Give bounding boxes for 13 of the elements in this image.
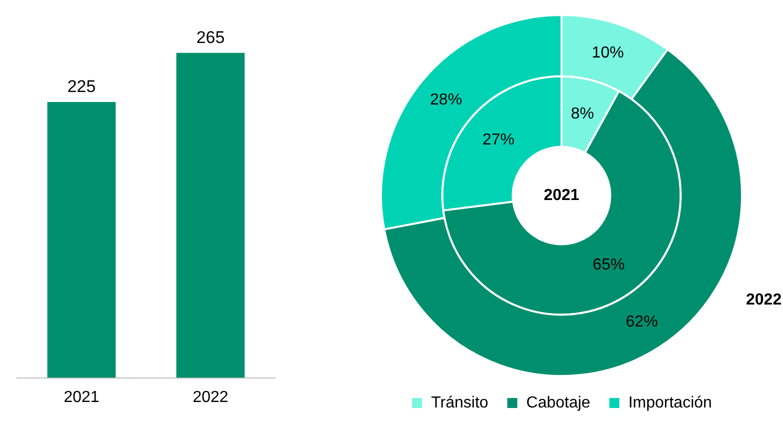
data-label: 28% bbox=[430, 91, 462, 108]
data-label: 27% bbox=[482, 131, 515, 148]
slice-label: 2021 bbox=[544, 186, 580, 204]
data-label: 62% bbox=[626, 313, 658, 330]
data-label: 225 bbox=[67, 77, 96, 96]
data-label: 65% bbox=[592, 256, 625, 274]
data-label: 10% bbox=[592, 44, 624, 62]
slice-label: 2022 bbox=[746, 292, 782, 309]
data-label: 265 bbox=[196, 28, 225, 48]
legend-label: Cabotaje bbox=[526, 394, 590, 412]
data-label: 8% bbox=[570, 106, 594, 123]
legend-label: Importación bbox=[628, 394, 712, 412]
legend-label: Tránsito bbox=[431, 394, 488, 412]
